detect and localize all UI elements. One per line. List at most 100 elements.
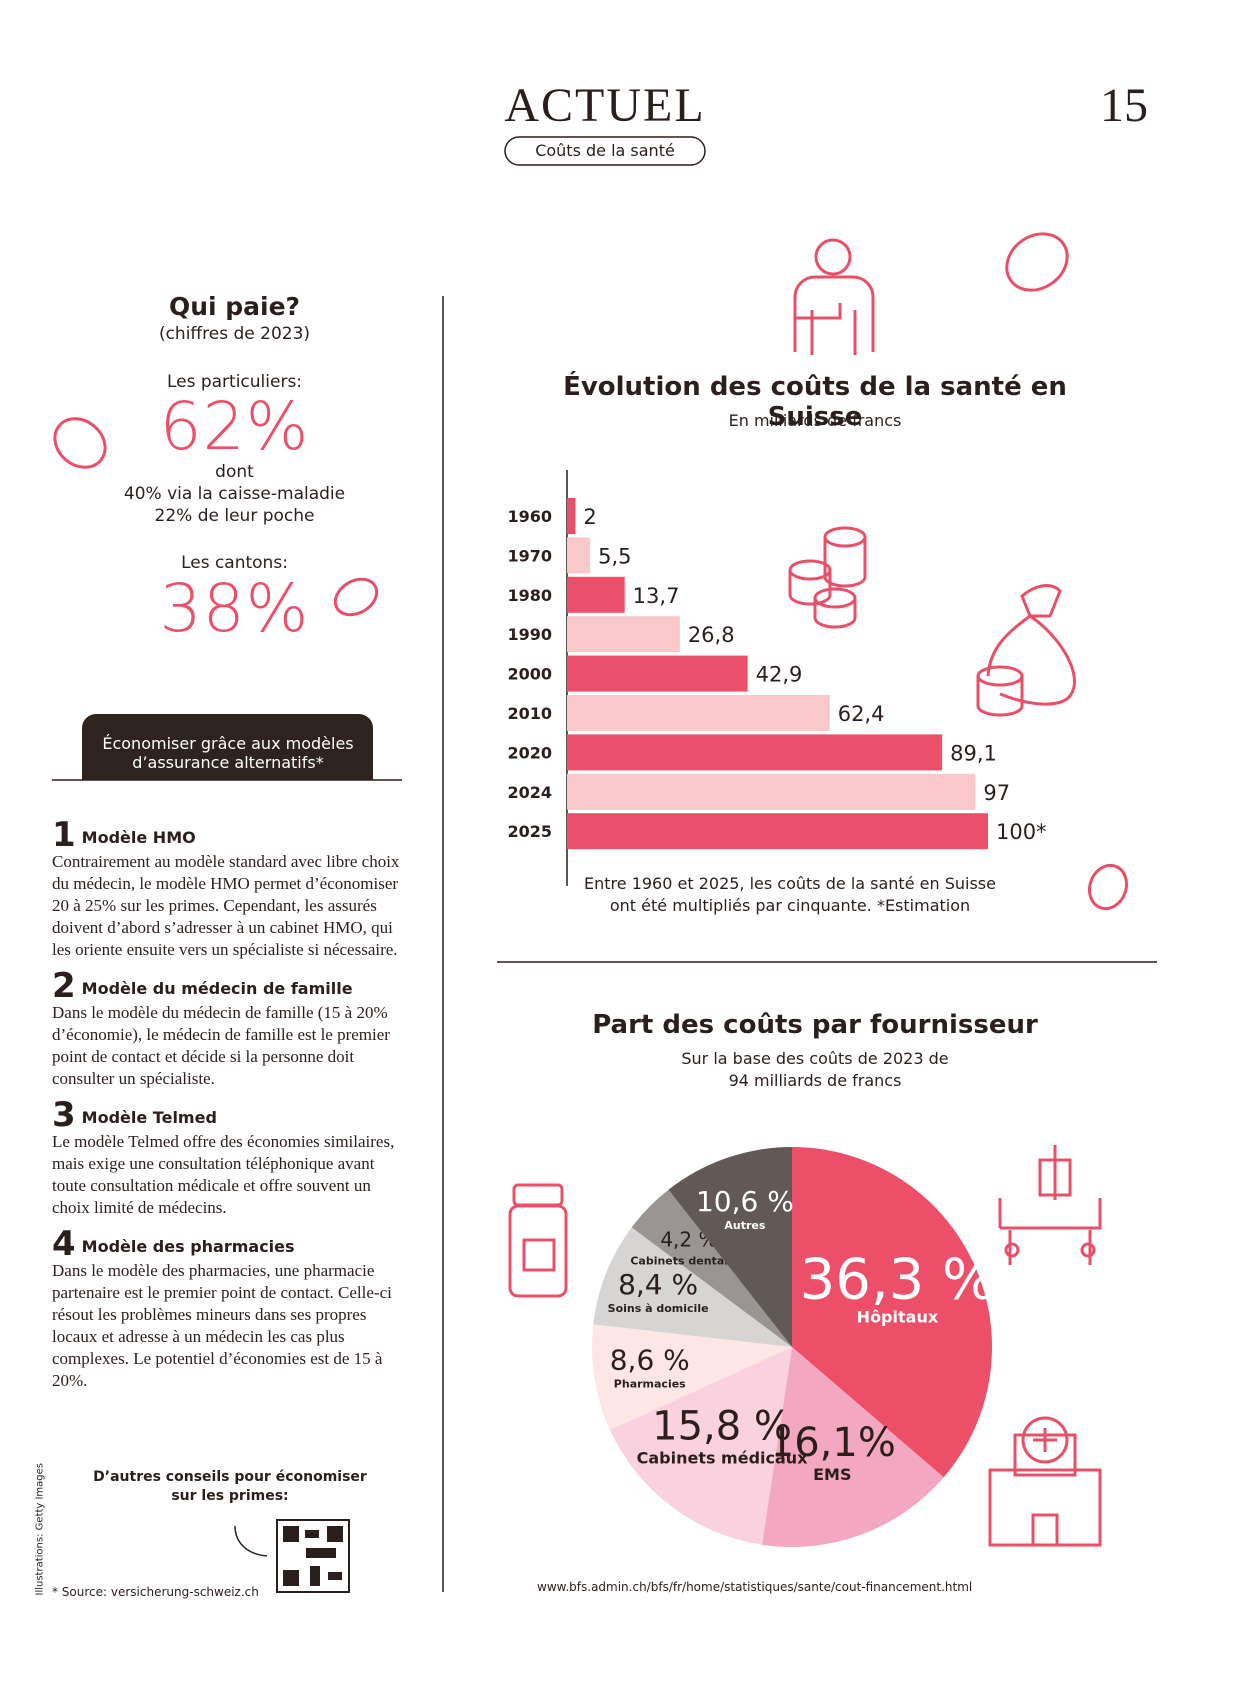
model-number: 1 <box>52 815 76 855</box>
value-label: 97 <box>983 781 1010 805</box>
pill-icon <box>333 577 379 617</box>
arrow <box>234 1525 268 1557</box>
pie-slice <box>609 1347 792 1545</box>
label: Les particuliers: <box>166 372 303 392</box>
tips: D’autres conseils pour économiser sur le… <box>93 1469 367 1504</box>
text: 22% de leur poche <box>154 506 315 526</box>
value-label: 100* <box>996 820 1047 844</box>
pill-icon <box>1005 232 1069 292</box>
tag-pill <box>504 136 706 166</box>
chart-subtitle: Sur la base des coûts de 2023 de 94 mill… <box>681 1049 949 1090</box>
slice-value: 36,3 % <box>800 1248 996 1313</box>
big-figure: 62% <box>159 388 310 465</box>
y-tick-label: 2010 <box>507 704 552 723</box>
medicine-icon <box>508 1183 568 1298</box>
model-number: 4 <box>52 1224 76 1264</box>
slice-value: 16,1% <box>769 1420 896 1466</box>
tag: Coûts de la santé <box>535 141 675 160</box>
coins-icon <box>788 526 867 629</box>
model-title: Modèle Telmed <box>81 1108 217 1127</box>
slice-value: 8,6 % <box>610 1344 690 1377</box>
model-title: Modèle des pharmacies <box>81 1237 295 1256</box>
big-figure: 38% <box>159 570 310 647</box>
person-icon <box>793 275 875 355</box>
slice-label: Cabinets dentaires <box>630 1254 748 1267</box>
model-title: Modèle du médecin de famille <box>81 979 353 998</box>
y-tick-label: 2024 <box>507 783 552 802</box>
pie-slice <box>668 1147 792 1347</box>
box-title: Économiser grâce aux modèles d’assurance… <box>102 734 354 772</box>
savings-box <box>82 714 373 780</box>
chart-title: Évolution des coûts de la santé en Suiss… <box>563 372 1067 432</box>
money-bag-icon <box>976 584 1076 717</box>
bar <box>567 695 830 731</box>
bar <box>567 616 680 653</box>
chart-note: Entre 1960 et 2025, les coûts de la sant… <box>584 874 996 915</box>
slice-value: 15,8 % <box>652 1404 792 1450</box>
label: Les cantons: <box>181 553 288 573</box>
hospital-bed-icon <box>998 1145 1102 1265</box>
model-heading: 2 Modèle du médecin de famille <box>52 969 412 1003</box>
slice-label: Cabinets médicaux <box>637 1449 809 1468</box>
value-label: 5,5 <box>598 544 631 568</box>
model-number: 2 <box>52 966 76 1006</box>
models-list: 1 Modèle HMO Contrairement au modèle stand… <box>52 818 412 1404</box>
slice-value: 8,4 % <box>618 1268 698 1301</box>
credit: Illustrations: Getty Images <box>34 1463 46 1596</box>
pill-icon <box>53 417 107 469</box>
pie-slice <box>761 1347 944 1547</box>
value-label: 89,1 <box>950 741 997 765</box>
section-title: ACTUEL <box>504 79 706 132</box>
model: 3 Modèle Telmed Le modèle Telmed offre des… <box>52 1098 412 1219</box>
model: 1 Modèle HMO Contrairement au modèle stand… <box>52 818 412 961</box>
y-tick-label: 1970 <box>507 546 552 565</box>
subheading: (chiffres de 2023) <box>158 324 311 344</box>
slice-label: Soins à domicile <box>608 1302 709 1315</box>
text: 40% via la caisse-maladie <box>123 484 346 504</box>
pie-slice <box>631 1189 792 1347</box>
value-label: 42,9 <box>756 663 803 687</box>
y-tick-label: 2025 <box>507 822 552 841</box>
person-icon <box>814 238 852 276</box>
y-tick-label: 1980 <box>507 586 552 605</box>
pie-slice <box>593 1227 792 1347</box>
model-number: 3 <box>52 1095 76 1135</box>
model-heading: 1 Modèle HMO <box>52 818 412 852</box>
model-text: Le modèle Telmed offre des économies sim… <box>52 1132 395 1217</box>
model-heading: 4 Modèle des pharmacies <box>52 1227 412 1261</box>
y-tick-label: 1990 <box>507 625 552 644</box>
pie-slice <box>591 1324 792 1430</box>
text: dont <box>215 462 254 482</box>
pill-icon <box>1087 863 1129 911</box>
value-label: 13,7 <box>633 584 680 608</box>
y-tick-label: 1960 <box>507 507 552 526</box>
model: 4 Modèle des pharmacies Dans le modèle des… <box>52 1227 412 1392</box>
bar <box>567 537 591 574</box>
bar <box>567 813 988 850</box>
source: * Source: versicherung-schweiz.ch <box>52 1585 259 1599</box>
slice-label: Pharmacies <box>614 1378 686 1391</box>
model-heading: 3 Modèle Telmed <box>52 1098 412 1132</box>
y-tick-label: 2000 <box>507 665 552 684</box>
bar <box>567 734 943 771</box>
model-title: Modèle HMO <box>81 828 196 847</box>
qr-code <box>276 1519 350 1593</box>
hospital-icon <box>988 1416 1102 1547</box>
slice-value: 10,6 % <box>696 1185 794 1218</box>
chart-subtitle: En milliards de francs <box>728 411 902 430</box>
bar <box>567 576 625 613</box>
chart-title: Part des coûts par fournisseur <box>592 1010 1038 1040</box>
value-label: 2 <box>583 505 596 529</box>
model: 2 Modèle du médecin de famille Dans le mod… <box>52 969 412 1090</box>
y-tick-label: 2020 <box>507 743 552 762</box>
heading: Qui paie? <box>168 292 301 321</box>
page-number: 15 <box>1100 79 1148 132</box>
icons <box>53 232 1129 1547</box>
source-url: www.bfs.admin.ch/bfs/fr/home/statistique… <box>537 1580 973 1594</box>
model-text: Dans le modèle des pharmacies, une pharm… <box>52 1261 392 1390</box>
bar <box>567 773 976 810</box>
bar <box>567 655 748 692</box>
slice-label: Hôpitaux <box>857 1308 939 1327</box>
